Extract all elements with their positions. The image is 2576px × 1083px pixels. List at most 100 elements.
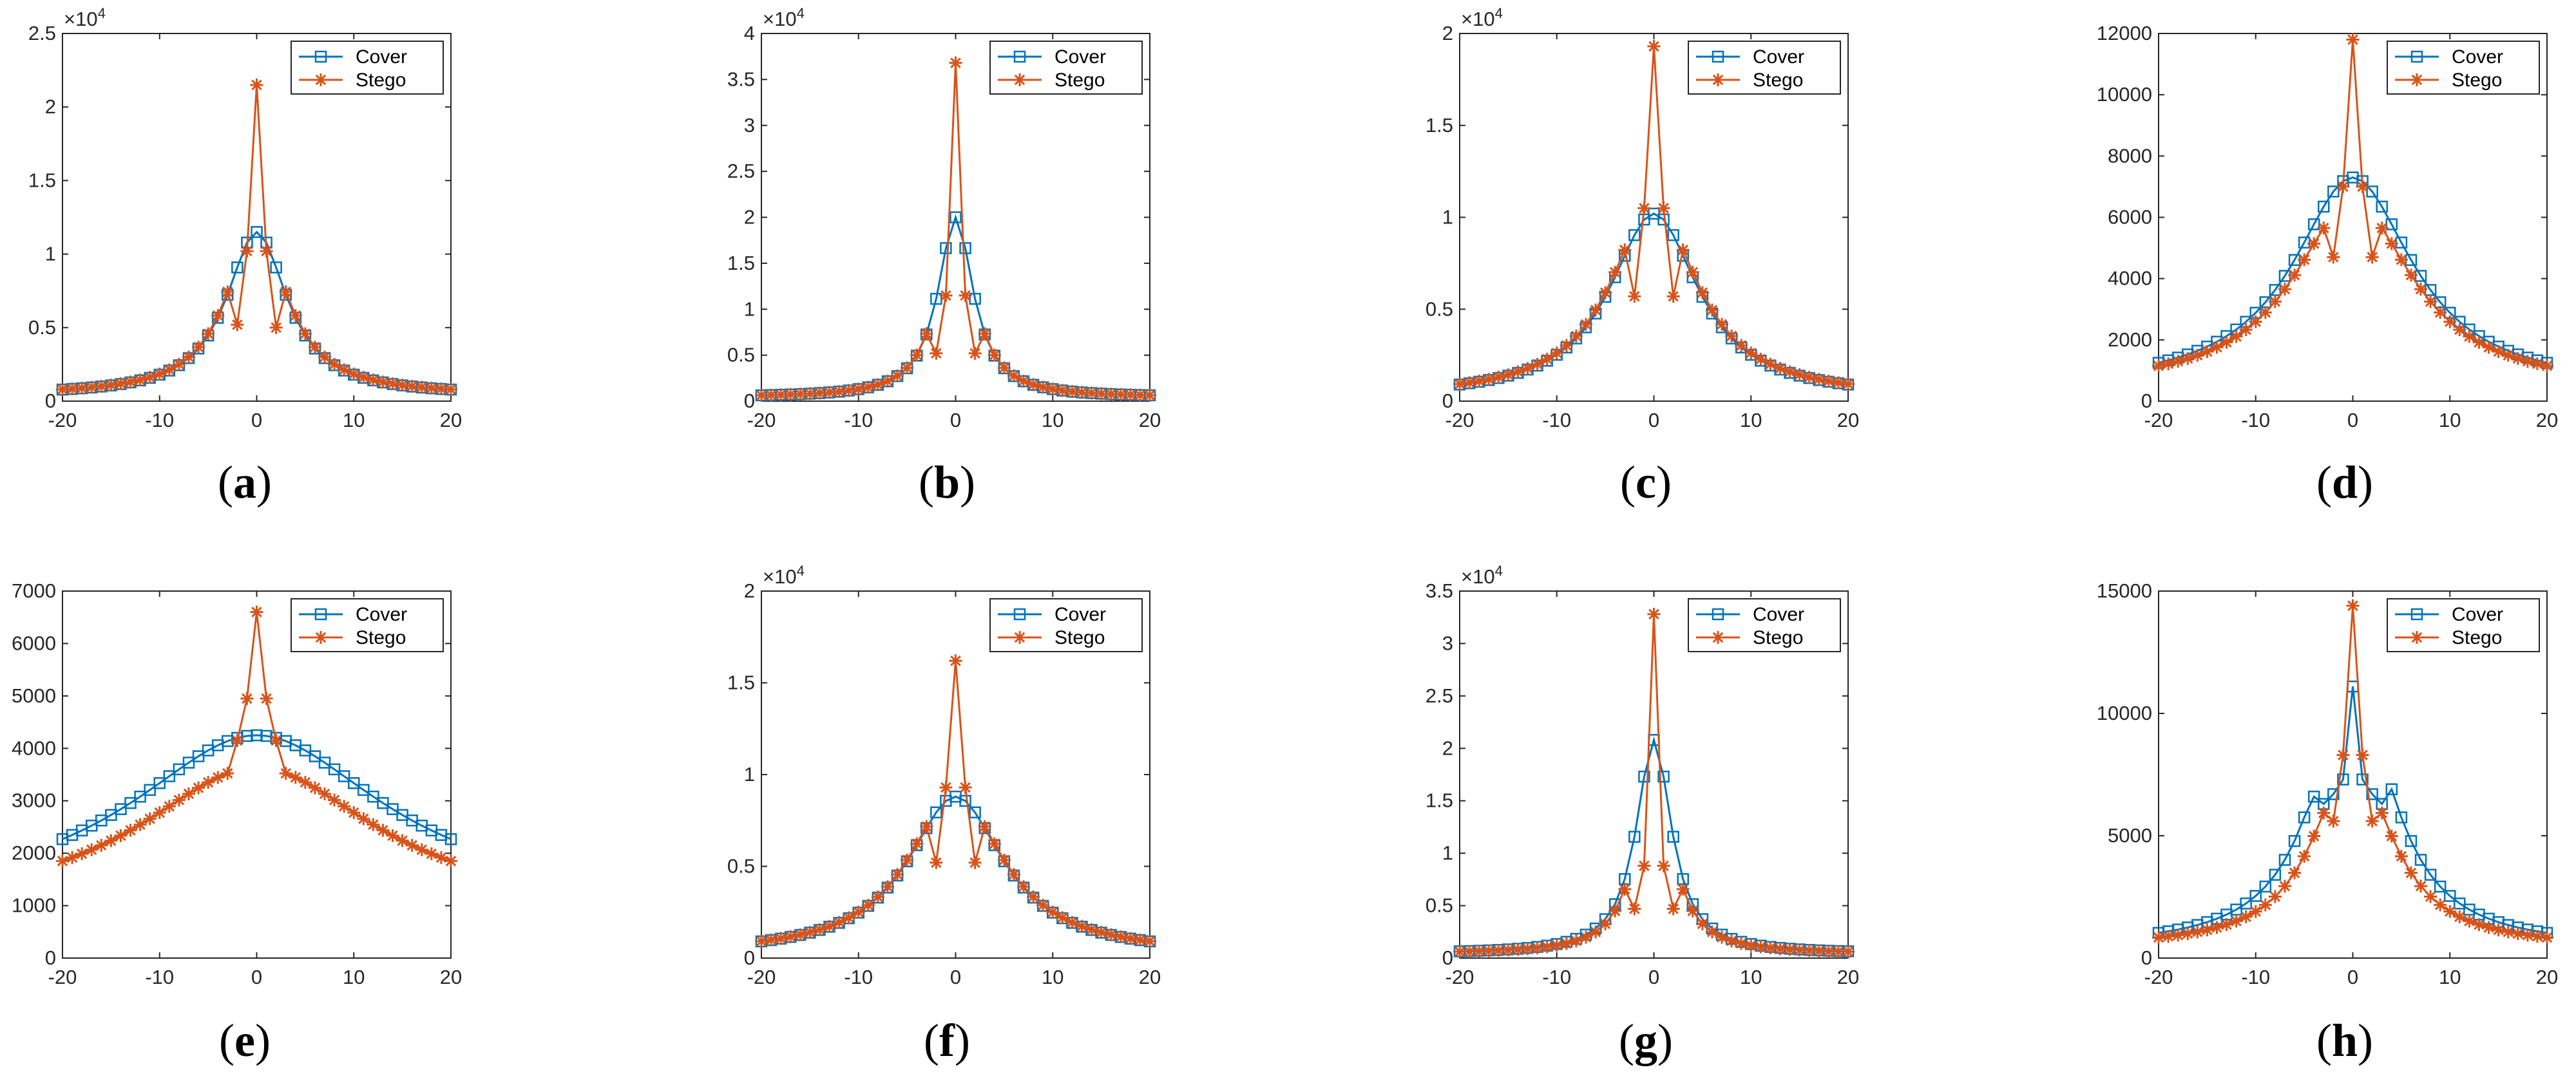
ytick-label-1: 0.5 [727,344,755,366]
stego-marker-39 [1133,933,1147,946]
legend-box [989,598,1143,652]
legend-stego-marker-legend [1013,631,1026,644]
xtick-label-3: 10 [343,409,365,431]
ytick-label-2: 1 [744,763,755,786]
stego-marker-13 [1579,930,1592,944]
stego-marker-6 [2210,921,2224,934]
xtick-label-4: 20 [2536,409,2558,431]
xtick-label-1: -10 [145,409,174,431]
stego-marker-11 [861,381,875,394]
stego-marker-31 [1056,911,1069,925]
stego-marker-10 [852,382,865,396]
stego-marker-28 [1027,378,1040,391]
stego-marker-31 [1754,352,1768,366]
stego-marker-0 [56,382,69,396]
xtick-label-4: 20 [440,966,462,988]
stego-marker-34 [1783,365,1797,379]
stego-marker-23 [978,327,991,341]
stego-marker-2 [2171,928,2185,942]
stego-marker-0 [1453,377,1466,391]
stego-marker-8 [133,818,147,831]
panel-a: 0 0.5 1 1.5 2 2.5 -20 -10 0 10 20 ×104 Cover Stego [0,0,477,437]
stego-marker-19 [240,692,254,705]
stego-marker-37 [2511,927,2524,941]
stego-marker-0 [2152,930,2165,944]
ytick-label-2: 4000 [2108,267,2152,290]
legend-stego-marker-legend [2410,631,2423,644]
legend-cover-label: Cover [356,46,407,68]
stego-marker-23 [1676,883,1690,896]
stego-marker-20 [2346,599,2360,612]
stego-marker-40 [1143,934,1156,948]
series-stego [56,605,457,868]
stego-marker-3 [784,930,797,943]
stego-marker-32 [1764,941,1777,955]
legend-stego-label: Stego [2452,627,2502,648]
ytick-label-3: 1.5 [1426,789,1453,812]
stego-marker-25 [997,853,1011,867]
ytick-label-3: 3000 [12,789,56,812]
stego-marker-36 [2501,348,2515,362]
cover-marker-30 [348,777,360,789]
cover-marker-18 [1628,229,1641,241]
stego-marker-10 [153,806,166,820]
stego-marker-21 [2356,748,2369,762]
stego-marker-30 [1046,905,1060,919]
stego-marker-37 [415,843,428,856]
stego-marker-25 [1695,917,1709,930]
legend-stego-marker-legend [314,73,327,86]
stego-marker-6 [813,923,826,936]
stego-marker-14 [2288,866,2302,880]
stego-marker-0 [755,934,768,948]
stego-marker-11 [162,363,176,377]
stego-marker-28 [328,793,341,807]
stego-marker-6 [1511,365,1525,379]
legend-cover-marker [314,608,327,621]
stego-marker-30 [2443,315,2457,328]
caption-e: (e) [219,1015,271,1066]
stego-marker-17 [1618,243,1632,257]
stego-marker-27 [1715,317,1729,331]
stego-marker-33 [2472,918,2486,931]
stego-marker-21 [1657,859,1670,872]
stego-marker-4 [794,928,807,941]
legend-stego-label: Stego [1054,627,1105,648]
xtick-label-3: 10 [343,966,365,988]
legend-stego-marker-legend [1712,631,1724,644]
stego-marker-14 [891,369,904,382]
stego-marker-18 [930,856,943,869]
cover-marker-22 [969,806,981,818]
stego-marker-38 [1822,374,1835,388]
cover-marker-25 [2395,236,2408,249]
stego-marker-30 [347,806,361,820]
stego-marker-8 [832,916,846,929]
cover-marker-22 [2366,185,2378,198]
cover-marker-21 [959,242,971,254]
stego-marker-20 [2346,33,2360,46]
legend-stego-marker-legend [2410,73,2423,86]
xtick-label-2: 0 [2347,409,2358,431]
stego-marker-24 [2385,829,2398,843]
stego-marker-9 [2239,323,2253,337]
stego-marker-22 [968,856,982,869]
ytick-label-4: 2 [1442,22,1453,44]
stego-marker-10 [2249,905,2262,918]
stego-marker-18 [2327,815,2340,828]
stego-marker-9 [842,384,855,397]
stego-marker-12 [172,793,186,807]
stego-marker-15 [901,853,914,867]
xtick-label-1: -10 [844,409,873,431]
ytick-label-0: 0 [2141,946,2152,969]
cover-marker-21 [959,795,971,807]
stego-marker-28 [2424,890,2438,903]
stego-marker-15 [1599,286,1612,299]
legend-cover-label: Cover [1054,604,1106,625]
cover-marker-9 [144,784,156,796]
caption-b: (b) [918,457,975,508]
stego-marker-17 [920,820,933,833]
cover-marker-30 [2444,890,2456,902]
cover-marker-7 [124,796,137,809]
series-cover [2152,680,2553,939]
legend-stego-label: Stego [1753,627,1803,648]
xtick-label-2: 0 [950,409,961,431]
